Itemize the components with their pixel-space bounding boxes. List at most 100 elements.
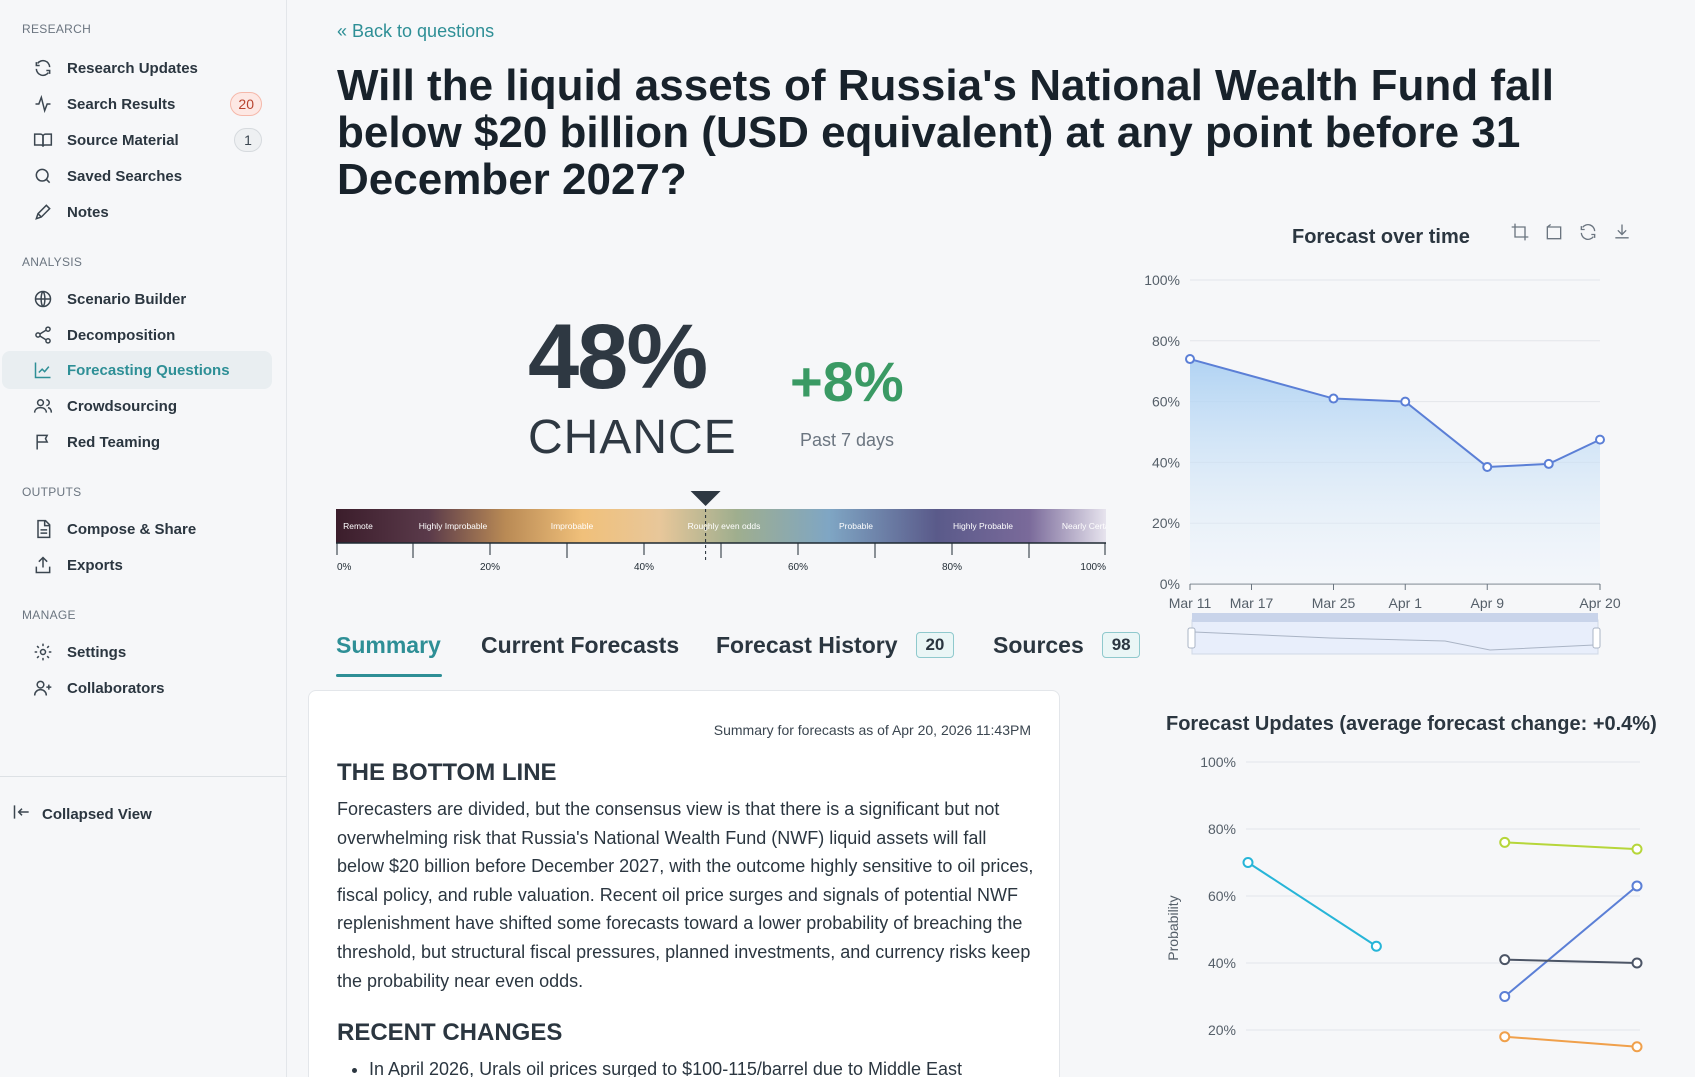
sidebar-item-red-teaming[interactable]: Red Teaming xyxy=(2,423,272,461)
scale-tick-label: 80% xyxy=(942,562,962,573)
forecast-update-line xyxy=(1504,958,1638,964)
data-point[interactable] xyxy=(1543,458,1554,469)
sidebar-item-label: Scenario Builder xyxy=(67,290,187,308)
sidebar-item-research-updates[interactable]: Research Updates xyxy=(2,49,272,87)
x-tick-label: Apr 1 xyxy=(1389,595,1423,611)
tab-label: Summary xyxy=(336,632,441,658)
data-zoom-right-handle[interactable] xyxy=(1592,627,1601,649)
section-label-analysis: ANALYSIS xyxy=(22,255,83,269)
forecast-delta: +8% xyxy=(790,350,904,413)
forecast-update-line xyxy=(1504,885,1638,998)
data-zoom-slider[interactable] xyxy=(1191,619,1599,655)
sidebar-item-source-material[interactable]: Source Material 1 xyxy=(2,121,272,159)
sidebar-item-label: Forecasting Questions xyxy=(67,361,230,379)
y-tick-label: 100% xyxy=(1144,272,1180,288)
tab-label: Forecast History xyxy=(716,632,898,658)
x-tick-label: Mar 17 xyxy=(1230,595,1274,611)
sidebar-item-label: Red Teaming xyxy=(67,433,161,451)
sidebar-item-saved-searches[interactable]: Saved Searches xyxy=(2,157,272,195)
restore-icon[interactable] xyxy=(1578,222,1598,242)
summary-card: Summary for forecasts as of Apr 20, 2026… xyxy=(308,690,1060,1077)
forecast-chance-label: CHANCE xyxy=(528,411,737,464)
data-point[interactable] xyxy=(1242,857,1254,868)
sidebar-item-search-results[interactable]: Search Results 20 xyxy=(2,85,272,123)
data-zoom-left-handle[interactable] xyxy=(1187,627,1196,649)
share-icon xyxy=(32,324,54,346)
scale-band-label: Improbable xyxy=(551,521,594,531)
book-icon xyxy=(32,129,54,151)
chart-icon xyxy=(32,359,54,381)
probability-scale-svg: Remote Highly Improbable Improbable Roughly… xyxy=(336,491,1116,573)
y-tick-label: 100% xyxy=(1200,754,1236,770)
sidebar-item-notes[interactable]: Notes xyxy=(2,193,272,231)
data-point[interactable] xyxy=(1499,954,1511,966)
data-point[interactable] xyxy=(1499,836,1511,848)
upload-icon xyxy=(32,554,54,576)
sidebar-item-label: Notes xyxy=(67,203,109,221)
scale-band-label: Probable xyxy=(839,521,873,531)
tab-label: Current Forecasts xyxy=(481,632,680,658)
scale-tick-label: 60% xyxy=(788,562,808,573)
recent-changes-list: In April 2026, Urals oil prices surged t… xyxy=(369,1059,1049,1077)
section-label-manage: MANAGE xyxy=(22,608,76,622)
tab-current-forecasts[interactable]: Current Forecasts xyxy=(481,632,679,659)
data-point[interactable] xyxy=(1499,991,1511,1002)
back-to-questions-link[interactable]: « Back to questions xyxy=(337,21,495,41)
data-point[interactable] xyxy=(1631,957,1643,969)
zoom-reset-icon[interactable] xyxy=(1544,222,1564,242)
data-point[interactable] xyxy=(1631,880,1643,892)
y-tick-label: 40% xyxy=(1208,955,1236,971)
bottom-line-text: Forecasters are divided, but the consens… xyxy=(337,799,1034,991)
sidebar-item-label: Decomposition xyxy=(67,326,176,344)
tab-sources[interactable]: Sources 98 xyxy=(993,631,1141,660)
data-point[interactable] xyxy=(1595,434,1605,445)
sidebar-item-settings[interactable]: Settings xyxy=(2,633,272,671)
collapsed-view-toggle[interactable]: Collapsed View xyxy=(12,802,152,827)
y-axis-label: Probability xyxy=(1165,895,1181,960)
forecast-delta-period: Past 7 days xyxy=(800,430,895,450)
scale-tick-label: 20% xyxy=(480,562,500,573)
scale-band-label: Highly Probable xyxy=(953,521,1013,531)
gear-icon xyxy=(32,641,54,663)
data-point[interactable] xyxy=(1482,461,1493,472)
data-point[interactable] xyxy=(1499,1031,1511,1043)
data-point[interactable] xyxy=(1631,1041,1643,1053)
collapse-left-icon xyxy=(12,802,32,827)
scale-tick-label: 40% xyxy=(634,562,654,573)
data-zoom-handle-bar[interactable] xyxy=(1192,613,1598,622)
x-tick-label: Mar 25 xyxy=(1312,595,1356,611)
download-icon[interactable] xyxy=(1612,222,1632,242)
refresh-icon xyxy=(32,57,54,79)
scale-tick-label: 100% xyxy=(1080,562,1106,573)
bottom-line-heading: THE BOTTOM LINE xyxy=(337,759,557,786)
sidebar-item-crowdsourcing[interactable]: Crowdsourcing xyxy=(2,387,272,425)
data-point[interactable] xyxy=(1631,843,1643,855)
y-tick-label: 0% xyxy=(1160,576,1180,592)
sidebar-item-forecasting-questions[interactable]: Forecasting Questions xyxy=(2,351,272,389)
recent-changes-heading: RECENT CHANGES xyxy=(337,1019,563,1046)
sidebar-item-decomposition[interactable]: Decomposition xyxy=(2,316,272,354)
tab-forecast-history[interactable]: Forecast History 20 xyxy=(716,631,954,660)
tab-count-badge: 98 xyxy=(1102,631,1141,658)
sidebar-item-compose-share[interactable]: Compose & Share xyxy=(2,510,272,548)
tab-label: Sources xyxy=(993,632,1084,658)
flag-icon xyxy=(32,431,54,453)
forecast-over-time-chart: 0% 20% 40% 60% 80% 100% Mar 11 Mar 17 Mar 25 Apr … xyxy=(1144,272,1621,655)
users-icon xyxy=(32,395,54,417)
forecast-line xyxy=(1189,358,1601,468)
sidebar-item-scenario-builder[interactable]: Scenario Builder xyxy=(2,280,272,318)
data-point[interactable] xyxy=(1185,354,1195,365)
scale-gradient-bar xyxy=(336,509,1106,543)
section-label-outputs: OUTPUTS xyxy=(22,485,82,499)
data-point[interactable] xyxy=(1400,396,1411,407)
data-point[interactable] xyxy=(1370,940,1382,952)
pen-icon xyxy=(32,201,54,223)
tab-summary[interactable]: Summary xyxy=(336,632,441,659)
sidebar-item-exports[interactable]: Exports xyxy=(2,546,272,584)
zoom-select-icon[interactable] xyxy=(1510,222,1530,242)
scale-tick-label: 0% xyxy=(337,562,352,573)
data-point[interactable] xyxy=(1328,393,1339,404)
forecast-updates-title: Forecast Updates (average forecast chang… xyxy=(1166,713,1657,735)
sidebar-item-collaborators[interactable]: Collaborators xyxy=(2,669,272,707)
